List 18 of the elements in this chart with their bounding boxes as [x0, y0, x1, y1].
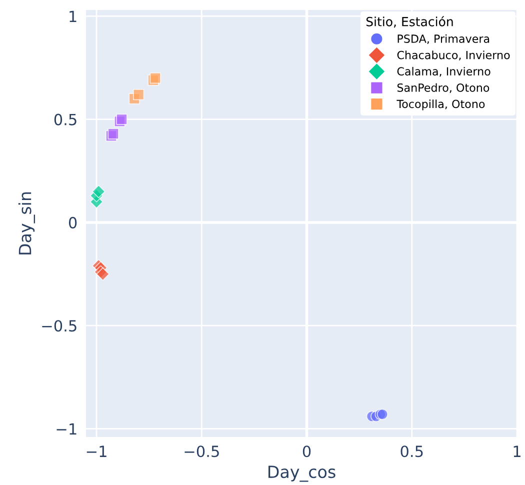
x-tick-label: 1 [514, 446, 520, 457]
y-tick-label: −1 [56, 423, 76, 435]
x-tick-label: 0.5 [400, 446, 423, 458]
x-tick-label: 0 [302, 446, 311, 458]
y-axis-title: Day_sin [18, 192, 36, 254]
legend-title: Sitio, Estación [366, 16, 453, 28]
y-tick-label: 0.5 [54, 114, 76, 126]
y-tick-label: 1 [70, 10, 76, 22]
x-tick-label: −0.5 [184, 446, 219, 458]
y-tick-label: −0.5 [42, 320, 76, 332]
x-axis-title: Day_cos [268, 466, 336, 482]
legend-label: PSDA, Primavera [398, 34, 490, 44]
x-tick-label: −1 [86, 446, 106, 457]
legend-label: Tocopilla, Otono [396, 100, 485, 110]
y-tick-label: 0 [68, 216, 77, 228]
legend-label: Chacabuco, Invierno [397, 50, 510, 60]
legend-label: SanPedro, Otono [397, 83, 490, 93]
legend-label: Calama, Invierno [397, 66, 490, 77]
